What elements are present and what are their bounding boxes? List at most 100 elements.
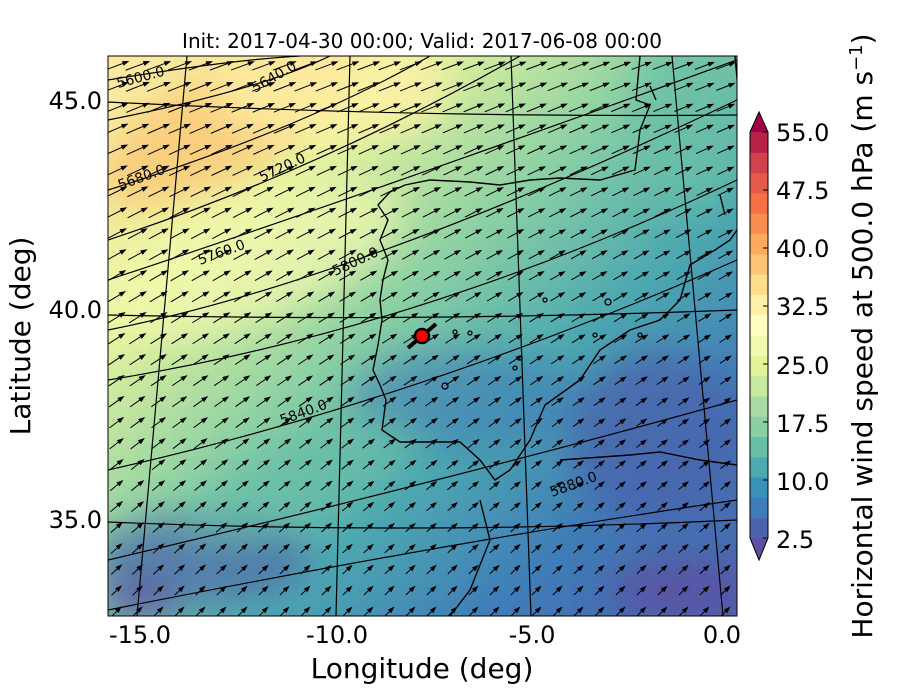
wind-arrow — [442, 103, 464, 113]
wind-arrow — [108, 312, 126, 324]
wind-arrow — [321, 585, 332, 596]
wind-arrow — [443, 166, 463, 176]
wind-arrow — [192, 333, 210, 345]
wind-arrow — [147, 123, 171, 134]
wind-arrow — [611, 124, 631, 134]
wind-arrow — [212, 228, 232, 240]
wind-arrow — [464, 166, 484, 176]
wind-arrow — [422, 186, 442, 197]
wind-arrow — [571, 313, 586, 323]
wind-arrow — [357, 82, 381, 92]
wind-arrow — [590, 145, 610, 155]
wind-arrow — [190, 207, 211, 219]
wind-arrow — [425, 459, 438, 470]
wind-arrow — [442, 82, 464, 92]
wind-arrow — [489, 502, 500, 512]
wind-arrow — [654, 187, 672, 197]
wind-arrow — [188, 82, 213, 92]
wind-arrow — [612, 208, 630, 218]
wind-arrow — [338, 207, 358, 218]
wind-arrow — [613, 313, 628, 323]
wind-arrow — [108, 291, 127, 303]
wind-arrow — [254, 249, 274, 261]
wind-arrow — [612, 229, 629, 239]
wind-arrow — [531, 606, 542, 616]
wind-arrow — [613, 334, 628, 344]
wind-arrow — [716, 82, 736, 91]
wind-arrow — [489, 606, 500, 616]
wind-arrow — [468, 564, 479, 575]
wind-arrow — [339, 291, 357, 302]
wind-arrow — [696, 208, 713, 218]
wind-arrow — [531, 502, 542, 512]
wind-arrow — [150, 333, 168, 345]
wind-arrow — [528, 271, 545, 281]
wind-arrow — [699, 502, 710, 512]
wind-arrow — [652, 82, 673, 91]
wind-arrow — [188, 61, 214, 71]
wind-arrow — [172, 459, 187, 471]
wind-arrow — [551, 439, 564, 449]
wind-arrow — [548, 166, 568, 176]
wind-arrow — [463, 145, 484, 155]
wind-arrow — [528, 250, 545, 260]
wind-arrow — [108, 353, 126, 366]
wind-arrow — [338, 249, 357, 260]
wind-arrow — [189, 123, 213, 134]
wind-arrow — [169, 228, 190, 240]
wind-arrow — [405, 501, 417, 512]
wind-arrow — [125, 61, 151, 71]
wind-arrow — [552, 543, 563, 554]
wind-arrow — [127, 207, 149, 219]
wind-arrow — [591, 229, 609, 239]
wind-arrow — [465, 291, 482, 302]
colorbar-bin — [750, 477, 768, 498]
parallel-35 — [108, 519, 737, 529]
wind-arrow — [336, 103, 359, 113]
wind-arrow — [169, 186, 191, 198]
wind-arrow — [720, 397, 732, 406]
wind-arrow — [636, 543, 647, 554]
wind-arrow — [445, 333, 461, 344]
wind-arrow — [400, 103, 422, 113]
wind-arrow — [148, 228, 169, 240]
wind-arrow — [151, 459, 166, 471]
wind-arrow — [573, 564, 584, 575]
wind-arrow — [237, 585, 248, 596]
wind-arrow — [594, 522, 605, 533]
wind-arrow — [592, 271, 608, 281]
wind-arrow — [174, 606, 185, 616]
wind-arrow — [716, 103, 736, 112]
wind-arrow — [358, 145, 380, 155]
wind-arrow — [489, 522, 500, 533]
wind-arrow — [568, 103, 589, 113]
wind-arrow — [146, 61, 172, 71]
wind-arrow — [231, 123, 254, 134]
wind-arrow — [150, 354, 167, 366]
wind-arrow — [299, 480, 312, 491]
wind-arrow — [697, 292, 712, 302]
wind-arrow — [296, 228, 316, 239]
wind-arrow — [193, 396, 209, 408]
colorbar-bin — [750, 375, 768, 397]
wind-arrow — [699, 522, 710, 533]
wind-arrow — [549, 250, 566, 260]
wind-arrow — [510, 543, 521, 554]
wind-arrow — [467, 417, 480, 428]
wind-arrow — [720, 481, 732, 491]
wind-arrow — [636, 439, 648, 448]
wind-arrow — [236, 459, 250, 470]
wind-arrow — [426, 543, 437, 554]
wind-arrow — [125, 81, 150, 92]
wind-arrow — [149, 291, 168, 303]
y-axis: 45.0 40.0 35.0 Latitude (deg) — [4, 87, 102, 534]
wind-arrow — [384, 543, 395, 554]
wind-arrow — [674, 124, 694, 134]
wind-arrow — [484, 124, 505, 134]
wind-arrow — [110, 522, 123, 534]
wind-arrow — [109, 479, 124, 492]
wind-arrow — [235, 438, 250, 449]
wind-arrow — [695, 103, 715, 112]
wind-arrow — [699, 439, 711, 448]
wind-arrow — [678, 585, 689, 596]
